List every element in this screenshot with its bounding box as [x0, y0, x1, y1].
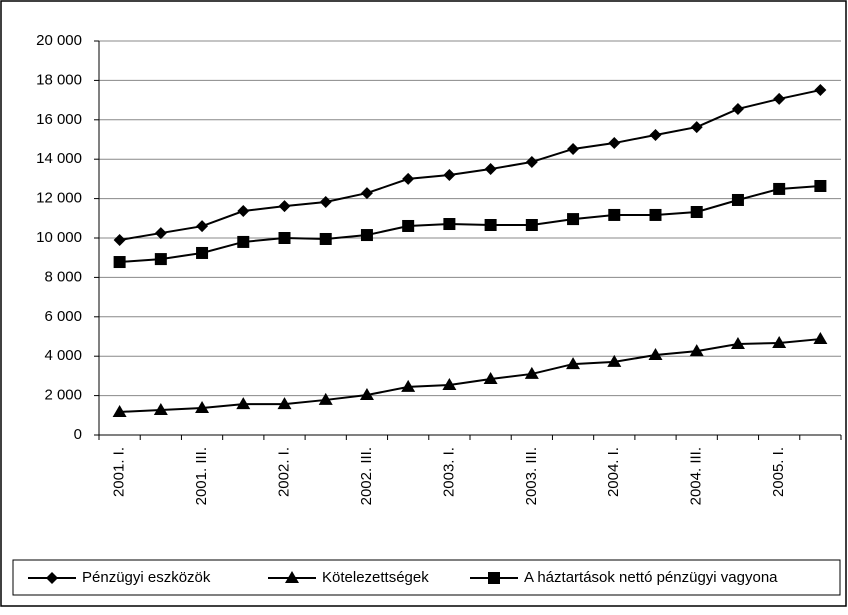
marker	[278, 200, 291, 213]
marker	[237, 235, 250, 248]
y-tick-label: 16 000	[36, 111, 82, 128]
marker	[649, 128, 662, 141]
marker	[689, 344, 704, 357]
marker	[443, 218, 456, 231]
marker	[359, 388, 374, 401]
marker	[196, 246, 209, 259]
marker	[360, 187, 373, 200]
marker	[154, 227, 167, 240]
marker	[525, 155, 538, 168]
marker	[690, 205, 703, 218]
marker	[318, 392, 333, 405]
marker	[153, 402, 168, 415]
x-tick-label: 2003. III.	[523, 447, 540, 505]
y-tick-label: 12 000	[36, 190, 82, 207]
marker	[195, 401, 210, 414]
legend-label: A háztartások nettó pénzügyi vagyona	[524, 569, 778, 586]
legend-box	[12, 559, 841, 596]
marker	[731, 193, 744, 206]
marker	[113, 256, 126, 269]
marker	[319, 232, 332, 245]
marker	[648, 348, 663, 361]
y-tick-label: 10 000	[36, 229, 82, 246]
x-tick-label: 2003. I.	[440, 447, 457, 497]
marker	[484, 218, 497, 231]
marker	[196, 220, 209, 233]
y-tick-label: 4 000	[44, 347, 82, 364]
marker	[730, 336, 745, 349]
marker	[277, 397, 292, 410]
y-tick-label: 8 000	[44, 268, 82, 285]
marker	[360, 229, 373, 242]
marker	[525, 218, 538, 231]
marker	[488, 572, 500, 584]
x-tick-label: 2004. III.	[688, 447, 705, 505]
marker	[113, 233, 126, 246]
marker	[607, 354, 622, 367]
marker	[402, 219, 415, 232]
legend-label: Pénzügyi eszközök	[82, 569, 211, 586]
marker	[690, 121, 703, 134]
marker	[285, 571, 299, 583]
marker	[566, 357, 581, 370]
y-tick-label: 18 000	[36, 71, 82, 88]
marker	[443, 168, 456, 181]
x-tick-label: 2002. III.	[358, 447, 375, 505]
marker	[278, 232, 291, 244]
marker	[814, 179, 827, 192]
y-tick-label: 2 000	[44, 387, 82, 404]
x-tick-label: 2002. I.	[275, 447, 292, 497]
x-tick-label: 2001. III.	[193, 447, 210, 505]
marker	[402, 172, 415, 185]
marker	[567, 142, 580, 155]
series-line	[119, 338, 821, 413]
series-line	[119, 184, 821, 264]
marker	[731, 102, 744, 115]
marker	[813, 332, 828, 345]
x-tick-label: 2001. I.	[111, 447, 128, 497]
marker	[567, 213, 580, 226]
marker	[236, 397, 251, 410]
y-tick-label: 6 000	[44, 308, 82, 325]
marker	[154, 253, 167, 266]
x-tick-label: 2005. I.	[770, 447, 787, 497]
marker	[484, 163, 497, 176]
marker	[112, 404, 127, 417]
y-tick-label: 20 000	[36, 32, 82, 49]
marker	[773, 92, 786, 105]
marker	[46, 572, 58, 584]
marker	[442, 377, 457, 390]
y-tick-label: 14 000	[36, 150, 82, 167]
marker	[649, 208, 662, 221]
marker	[814, 84, 827, 97]
marker	[773, 182, 786, 195]
marker	[319, 195, 332, 208]
marker	[608, 137, 621, 150]
legend-label: Kötelezettségek	[322, 569, 429, 586]
marker	[401, 379, 416, 392]
series-line	[119, 89, 821, 241]
marker	[237, 205, 250, 218]
y-tick-label: 0	[74, 426, 82, 443]
marker	[608, 208, 621, 221]
x-tick-label: 2004. I.	[605, 447, 622, 497]
marker	[483, 372, 498, 385]
marker	[772, 336, 787, 349]
marker	[524, 366, 539, 379]
